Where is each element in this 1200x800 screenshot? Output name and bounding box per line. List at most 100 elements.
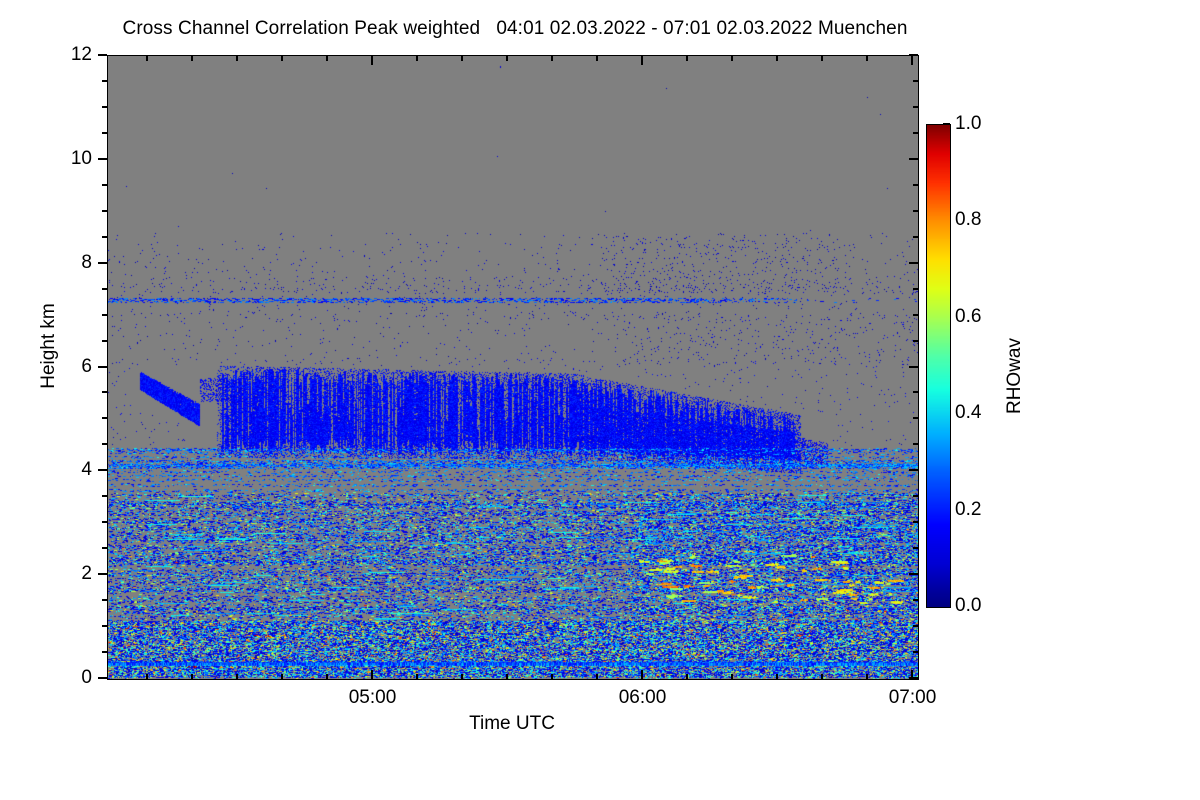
x-axis-minor-tick-top [506,56,509,61]
x-axis-minor-tick [416,674,419,679]
x-axis-minor-tick [146,674,149,679]
y-axis-minor-tick-right [913,495,918,498]
y-axis-tick [98,157,107,160]
colorbar-tick-label: 0.0 [955,595,982,616]
y-axis-minor-tick-right [913,443,918,446]
x-axis-minor-tick-top [281,56,284,61]
x-axis-minor-tick [461,674,464,679]
y-axis-tick-label: 2 [81,563,92,585]
x-axis-minor-tick [326,674,329,679]
x-axis-minor-tick-top [371,56,374,61]
x-axis-minor-tick-top [191,56,194,61]
y-axis-minor-tick-right [913,183,918,186]
y-axis-minor-tick-right [913,391,918,394]
y-axis-tick [98,469,107,472]
plot-area [107,55,919,680]
y-axis-minor-tick [102,209,107,212]
y-axis-minor-tick [102,547,107,550]
x-axis-minor-tick-top [866,56,869,61]
y-axis-minor-tick-right [913,79,918,82]
x-axis-minor-tick-top [461,56,464,61]
y-axis-minor-tick-right [913,599,918,602]
y-axis-minor-tick [102,79,107,82]
y-axis-tick [98,365,107,368]
y-axis-tick-right [909,469,918,472]
colorbar-tick-label: 1.0 [955,113,982,134]
y-axis-tick-right [909,261,918,264]
y-axis-minor-tick [102,105,107,108]
x-axis-tick-label: 07:00 [888,687,937,708]
colorbar-tick-label: 0.4 [955,402,982,424]
x-axis-minor-tick [731,674,734,679]
x-axis-tick-label: 05:00 [348,687,397,708]
colorbar [926,124,951,608]
x-axis-minor-tick-top [326,56,329,61]
y-axis-minor-tick-right [913,209,918,212]
x-axis-minor-tick [641,674,644,679]
y-axis-tick-right [909,573,918,576]
y-axis-minor-tick [102,287,107,290]
y-axis-tick-label: 8 [81,251,92,273]
x-axis-minor-tick-top [416,56,419,61]
heatmap-canvas [108,56,918,679]
x-axis-tick-label: 06:00 [618,687,667,708]
colorbar-tick-label: 0.2 [955,498,982,520]
x-axis-minor-tick [596,674,599,679]
y-axis-minor-tick [102,183,107,186]
x-axis-minor-tick-top [551,56,554,61]
x-axis-minor-tick [776,674,779,679]
y-axis-tick-label: 0 [81,667,92,688]
x-axis-minor-tick-top [686,56,689,61]
colorbar-canvas [927,125,950,607]
y-axis-label: Height km [38,303,59,389]
x-axis-minor-tick [686,674,689,679]
x-axis-minor-tick [866,674,869,679]
y-axis-tick-right [909,365,918,368]
x-axis-minor-tick [191,674,194,679]
y-axis-minor-tick-right [913,339,918,342]
y-axis-minor-tick-right [913,625,918,628]
y-axis-minor-tick [102,391,107,394]
y-axis-minor-tick [102,599,107,602]
y-axis-minor-tick-right [913,521,918,524]
y-axis-minor-tick-right [913,287,918,290]
x-axis-minor-tick [911,674,914,679]
y-axis-minor-tick-right [913,235,918,238]
y-axis-minor-tick [102,339,107,342]
y-axis-minor-tick [102,521,107,524]
y-axis-tick-label: 10 [70,147,92,169]
colorbar-tick-label: 0.8 [955,209,982,231]
y-axis-tick-label: 6 [81,355,92,377]
x-axis-minor-tick [236,674,239,679]
colorbar-label: RHOwav [1004,338,1025,415]
x-axis-minor-tick-top [731,56,734,61]
x-axis-minor-tick-top [146,56,149,61]
y-axis-minor-tick-right [913,313,918,316]
x-axis-minor-tick-top [821,56,824,61]
y-axis-minor-tick [102,651,107,654]
x-axis-minor-tick [371,674,374,679]
y-axis-minor-tick-right [913,417,918,420]
colorbar-tick-label: 0.6 [955,305,982,327]
y-axis-minor-tick [102,235,107,238]
y-axis-minor-tick [102,495,107,498]
y-axis-minor-tick-right [913,105,918,108]
y-axis-minor-tick-right [913,651,918,654]
y-axis-minor-tick [102,443,107,446]
y-axis-minor-tick [102,417,107,420]
y-axis-minor-tick [102,313,107,316]
x-axis-minor-tick [551,674,554,679]
y-axis-tick [98,261,107,264]
y-axis-minor-tick [102,625,107,628]
x-axis-minor-tick-top [641,56,644,61]
x-axis-minor-tick [281,674,284,679]
y-axis-tick [98,573,107,576]
x-axis-minor-tick [821,674,824,679]
x-axis-label: Time UTC [469,713,555,734]
y-axis-minor-tick [102,131,107,134]
y-axis-tick-right [909,677,918,679]
y-axis-tick-label: 12 [70,44,92,65]
y-axis-minor-tick-right [913,547,918,550]
y-axis-tick-label: 4 [81,459,92,481]
